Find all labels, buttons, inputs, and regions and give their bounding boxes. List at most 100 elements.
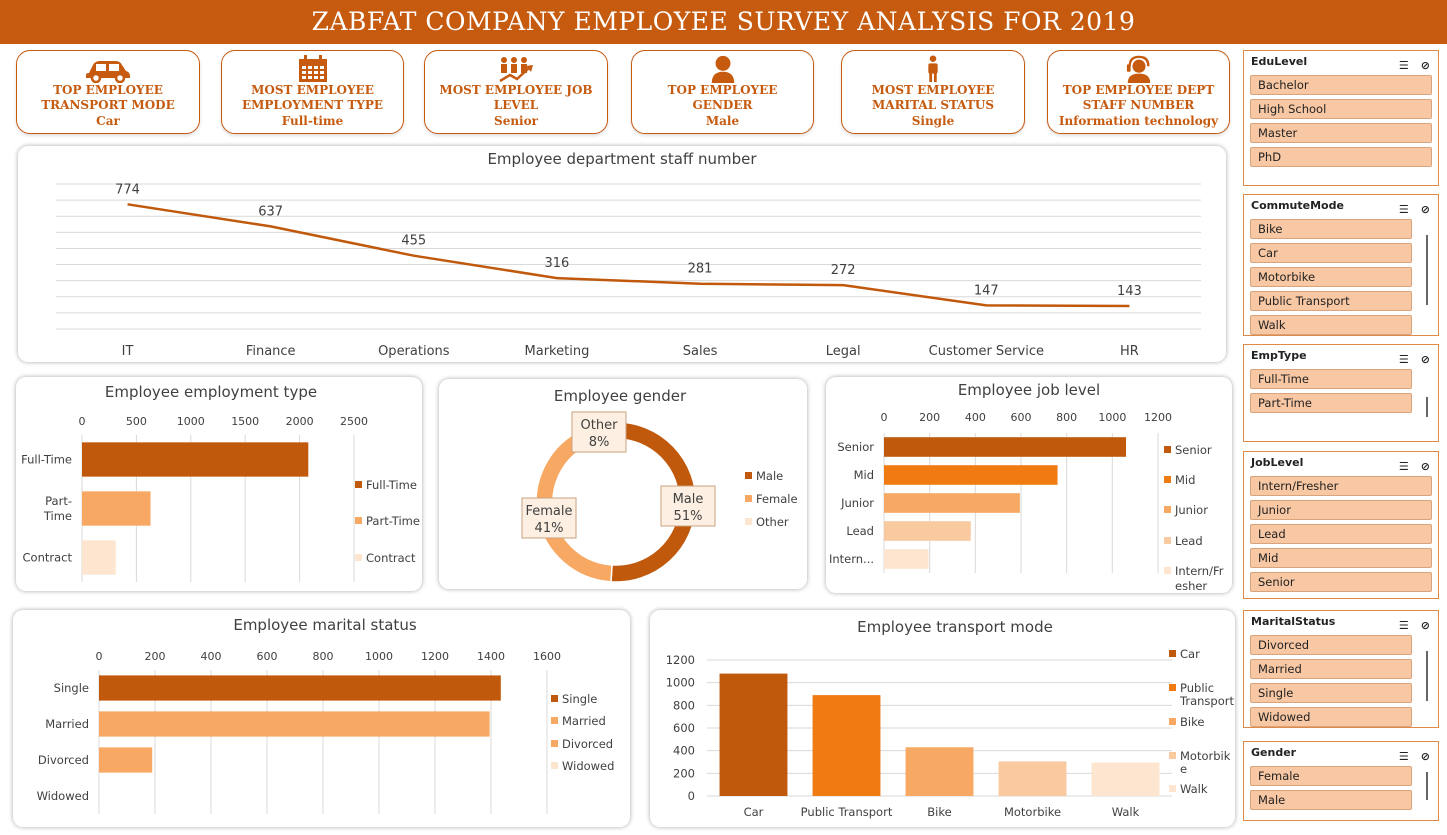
slicer-item[interactable]: Full-Time [1250,369,1412,389]
tick-label: 800 [313,650,334,663]
category-label: Time [43,509,72,523]
kpi-value: Single [911,114,955,128]
tick-label: 1000 [177,415,205,428]
category-label: Widowed [37,789,89,803]
category-label: Contract [23,551,73,565]
bar [82,540,116,575]
legend-label: Walk [1180,782,1208,796]
slicer-title: EmpType [1251,349,1307,362]
data-label: 455 [401,234,426,249]
slicer-item[interactable]: Junior [1250,500,1432,520]
slicer-item[interactable]: Master [1250,123,1432,143]
slicer-item[interactable]: Car [1250,243,1412,263]
data-label: 637 [258,204,283,219]
transport-chart-panel: Employee transport mode 0 200 400 600 800 1000… [650,610,1235,827]
slicer-item[interactable]: Motorbike [1250,267,1412,287]
multi-select-icon[interactable]: ☰ [1398,460,1409,473]
tick-label: 200 [919,411,940,424]
standing-person-icon [928,55,938,83]
tick-label: 1500 [231,415,259,428]
clear-filter-icon[interactable]: ⊘ [1420,203,1430,216]
multi-select-icon[interactable]: ☰ [1398,619,1409,632]
clear-filter-icon[interactable]: ⊘ [1420,460,1430,473]
legend-swatch [355,517,362,524]
multi-select-icon[interactable]: ☰ [1398,59,1409,72]
tick-label: 400 [965,411,986,424]
slicer-item[interactable]: Widowed [1250,707,1412,727]
slicer-item[interactable]: Public Transport [1250,291,1412,311]
slicer-scrollbar[interactable] [1426,235,1428,305]
data-label: 8% [589,435,610,450]
category-label: Single [54,681,89,695]
slicer-item[interactable]: Single [1250,683,1412,703]
slicer-item[interactable]: Bachelor [1250,75,1432,95]
tick-label: 1000 [666,676,695,690]
kpi-title-line1: MOST EMPLOYEE [871,83,995,97]
slicer-item[interactable]: Divorced [1250,635,1412,655]
slicer-item[interactable]: Intern/Fresher [1250,476,1432,496]
slicer-scrollbar[interactable] [1426,397,1428,417]
legend-swatch [1164,537,1171,544]
legend-label: Public [1180,681,1214,695]
slicer-title: Gender [1251,746,1297,759]
slicer-maritalstatus: MaritalStatus ☰ ⊘ Divorced Married Single… [1243,610,1439,728]
legend-swatch [1169,752,1176,759]
tick-label: 600 [257,650,278,663]
legend-label: Bike [1180,715,1204,729]
multi-select-icon[interactable]: ☰ [1398,203,1409,216]
series-line [127,203,1130,308]
tick-label: 1000 [365,650,393,663]
slicer-item[interactable]: High School [1250,99,1432,119]
multi-select-icon[interactable]: ☰ [1398,353,1409,366]
dept-line-chart: Employee department staff number 774 IT 637… [56,150,1201,359]
slicer-scrollbar[interactable] [1426,651,1428,701]
slicer-edulevel: EduLevel ☰ ⊘ Bachelor High School Master … [1243,50,1439,186]
legend-label: Single [562,692,597,706]
multi-select-icon[interactable]: ☰ [1398,750,1409,763]
legend-swatch [1164,567,1171,574]
slicer-item[interactable]: Senior [1250,572,1432,592]
support-agent-icon [1126,55,1150,83]
kpi-joblevel-card: MOST EMPLOYEE JOB LEVEL Senior [424,50,608,134]
joblevel-chart-panel: Employee job level 0 200 400 600 800 1000 1200 S… [826,377,1232,593]
bar [905,747,974,796]
clear-filter-icon[interactable]: ⊘ [1420,619,1430,632]
legend-label: Male [756,469,783,483]
kpi-title-line2: LEVEL [493,98,539,112]
kpi-value: Information technology [1058,114,1219,128]
slicer-scrollbar[interactable] [1426,772,1428,800]
category-label: Married [45,717,89,731]
tick-label: 1600 [533,650,561,663]
bar [82,491,151,526]
slicer-item[interactable]: Bike [1250,219,1412,239]
legend-swatch [551,740,558,747]
category-label: Senior [837,440,874,454]
legend-swatch [745,495,752,502]
clear-filter-icon[interactable]: ⊘ [1420,59,1430,72]
category-label: Marketing [525,344,590,359]
slicer-item[interactable]: Female [1250,766,1412,786]
legend-swatch [1169,718,1176,725]
bar [1091,762,1160,796]
slicer-item[interactable]: Walk [1250,315,1412,335]
slicer-item[interactable]: Lead [1250,524,1432,544]
tick-label: 2000 [286,415,314,428]
kpi-marital-card: MOST EMPLOYEE MARITAL STATUS Single [841,50,1025,134]
category-label: Divorced [38,753,89,767]
legend-swatch [355,554,362,561]
data-label-box [660,485,716,527]
data-label: 41% [535,521,564,536]
slicer-item[interactable]: PhD [1250,147,1432,167]
category-label: Junior [840,496,874,510]
legend-label: Senior [1175,443,1212,457]
slicer-item[interactable]: Male [1250,790,1412,810]
slicer-item[interactable]: Married [1250,659,1412,679]
clear-filter-icon[interactable]: ⊘ [1420,353,1430,366]
clear-filter-icon[interactable]: ⊘ [1420,750,1430,763]
chart-title: Employee gender [554,387,687,405]
slicer-item[interactable]: Part-Time [1250,393,1412,413]
legend-label: Married [562,714,606,728]
slicer-item[interactable]: Mid [1250,548,1432,568]
legend-label: Other [756,515,789,529]
slicer-gender: Gender ☰ ⊘ Female Male [1243,741,1439,821]
